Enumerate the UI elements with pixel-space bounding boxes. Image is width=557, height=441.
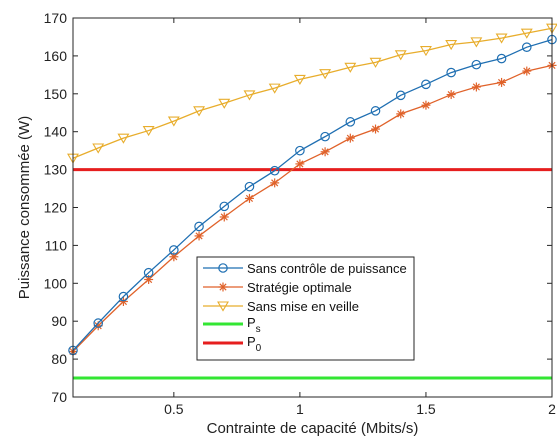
legend-label: Sans contrôle de puissance xyxy=(247,261,407,276)
data-point xyxy=(319,69,332,80)
legend-entry: Stratégie optimale xyxy=(203,280,352,295)
data-point xyxy=(117,133,130,144)
data-point xyxy=(320,147,330,157)
data-point xyxy=(143,267,154,278)
legend-label: Sans mise en veille xyxy=(247,299,359,314)
y-tick-label: 140 xyxy=(44,124,68,140)
data-point xyxy=(496,53,507,64)
data-point xyxy=(369,57,382,68)
data-point xyxy=(421,79,431,90)
data-point xyxy=(445,39,458,51)
data-point xyxy=(218,98,231,109)
legend-marker xyxy=(218,282,228,292)
y-tick-label: 90 xyxy=(51,313,67,329)
legend-label: Stratégie optimale xyxy=(247,280,352,295)
data-point xyxy=(169,245,179,255)
data-point xyxy=(169,252,179,262)
legend-entry: P0 xyxy=(203,334,262,354)
data-point xyxy=(293,74,306,85)
y-tick-label: 70 xyxy=(51,389,67,405)
legend-marker xyxy=(218,263,228,273)
data-point xyxy=(522,66,532,76)
x-tick-label: 2 xyxy=(548,401,556,417)
data-point xyxy=(93,318,104,328)
data-point xyxy=(244,193,254,203)
y-tick-label: 130 xyxy=(44,162,68,178)
data-point xyxy=(345,133,355,143)
data-point xyxy=(92,143,105,154)
y-tick-label: 120 xyxy=(44,200,68,216)
x-tick-label: 1 xyxy=(296,401,304,417)
data-point xyxy=(395,90,406,101)
data-point xyxy=(394,50,407,61)
legend-marker xyxy=(217,301,229,312)
legend: Sans contrôle de puissance Stratégie opti… xyxy=(196,256,415,361)
data-point xyxy=(118,296,128,306)
y-tick-label: 170 xyxy=(44,10,68,26)
data-point xyxy=(446,67,456,78)
data-point xyxy=(194,231,204,241)
data-point xyxy=(320,131,330,142)
series-layer xyxy=(67,23,557,380)
data-point xyxy=(194,221,204,232)
data-point xyxy=(345,117,356,127)
data-point xyxy=(167,116,180,127)
data-point xyxy=(193,106,206,117)
data-point xyxy=(243,90,256,101)
data-point xyxy=(421,100,431,110)
data-point xyxy=(396,109,406,119)
legend-label: Ps xyxy=(247,315,261,335)
y-axis-title: Puissance consommée (W) xyxy=(16,116,33,299)
data-point xyxy=(219,201,230,212)
data-point xyxy=(269,165,280,176)
data-point xyxy=(371,124,381,134)
y-tick-label: 160 xyxy=(44,48,68,64)
legend-entry: Sans contrôle de puissance xyxy=(203,261,407,276)
data-point xyxy=(344,62,357,73)
plot-frame xyxy=(72,17,553,398)
data-point xyxy=(471,59,482,70)
y-tick-label: 150 xyxy=(44,86,68,102)
series-1 xyxy=(68,60,557,357)
data-point xyxy=(520,28,533,39)
data-point xyxy=(370,106,381,116)
data-point xyxy=(497,77,507,87)
data-point xyxy=(268,83,281,94)
data-point xyxy=(419,46,432,57)
data-point xyxy=(521,42,532,52)
data-point xyxy=(295,145,305,156)
data-point xyxy=(470,37,483,48)
data-point xyxy=(244,181,255,192)
axis-tick-labels: 0.5 1 1.5 2 70 80 90 100 110 120 130 140 150 160 170 xyxy=(44,10,556,417)
series-line xyxy=(72,64,553,352)
data-point xyxy=(118,291,129,302)
y-tick-label: 110 xyxy=(45,237,68,253)
data-point xyxy=(471,82,481,92)
legend-entry: Sans mise en veille xyxy=(203,299,359,314)
data-point xyxy=(495,33,508,44)
data-point xyxy=(446,90,456,100)
y-tick-label: 80 xyxy=(51,351,67,367)
y-tick-label: 100 xyxy=(44,275,68,291)
data-point xyxy=(142,126,155,137)
x-tick-label: 0.5 xyxy=(164,401,184,417)
data-point xyxy=(219,212,229,222)
series-2 xyxy=(67,23,557,164)
legend-entry: Ps xyxy=(203,315,261,335)
x-tick-label: 1.5 xyxy=(416,401,436,417)
data-point xyxy=(270,178,280,188)
data-point xyxy=(295,159,305,169)
legend-label: P0 xyxy=(247,334,262,354)
x-axis-title: Contrainte de capacité (Mbits/s) xyxy=(207,420,419,437)
